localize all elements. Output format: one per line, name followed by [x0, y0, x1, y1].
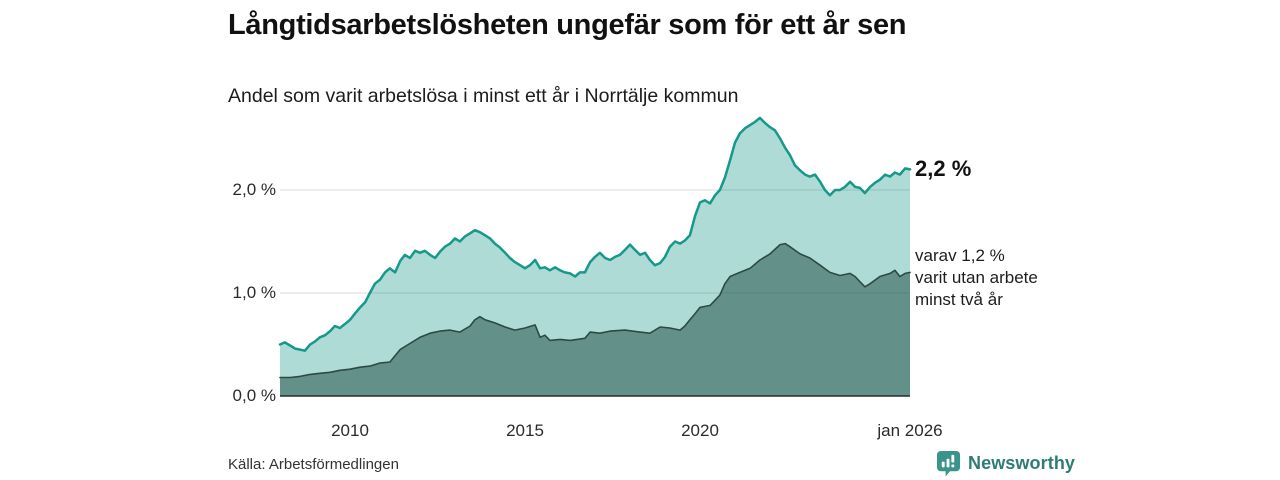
chart-subtitle: Andel som varit arbetslösa i minst ett å…: [228, 85, 739, 107]
x-axis-label: 2015: [506, 421, 544, 440]
brand-logo: Newsworthy: [936, 450, 1075, 477]
series-line-1: [279, 242, 911, 379]
y-axis-label: 2,0 %: [232, 180, 276, 199]
secondary-annotation-line: varav 1,2 %: [915, 246, 1005, 265]
y-axis-label: 1,0 %: [232, 283, 276, 302]
secondary-annotation-line: minst två år: [915, 290, 1003, 309]
y-axis-label: 0,0 %: [232, 386, 276, 405]
secondary-annotation-line: varit utan arbete: [915, 268, 1038, 287]
series-line-0: [278, 116, 912, 352]
series-area-1: [280, 243, 910, 396]
page-title: Långtidsarbetslösheten ungefär som för e…: [228, 9, 907, 41]
secondary-annotation: varav 1,2 % varit utan arbete minst två …: [915, 245, 1038, 311]
latest-value-annotation: 2,2 %: [915, 156, 972, 181]
brand-name: Newsworthy: [968, 453, 1076, 473]
x-axis-label: jan 2026: [877, 421, 943, 440]
source-note: Källa: Arbetsförmedlingen: [228, 456, 399, 473]
bar-chart-badge-icon: [936, 450, 961, 477]
x-axis-label: 2010: [331, 421, 369, 440]
x-axis-label: 2020: [681, 421, 719, 440]
